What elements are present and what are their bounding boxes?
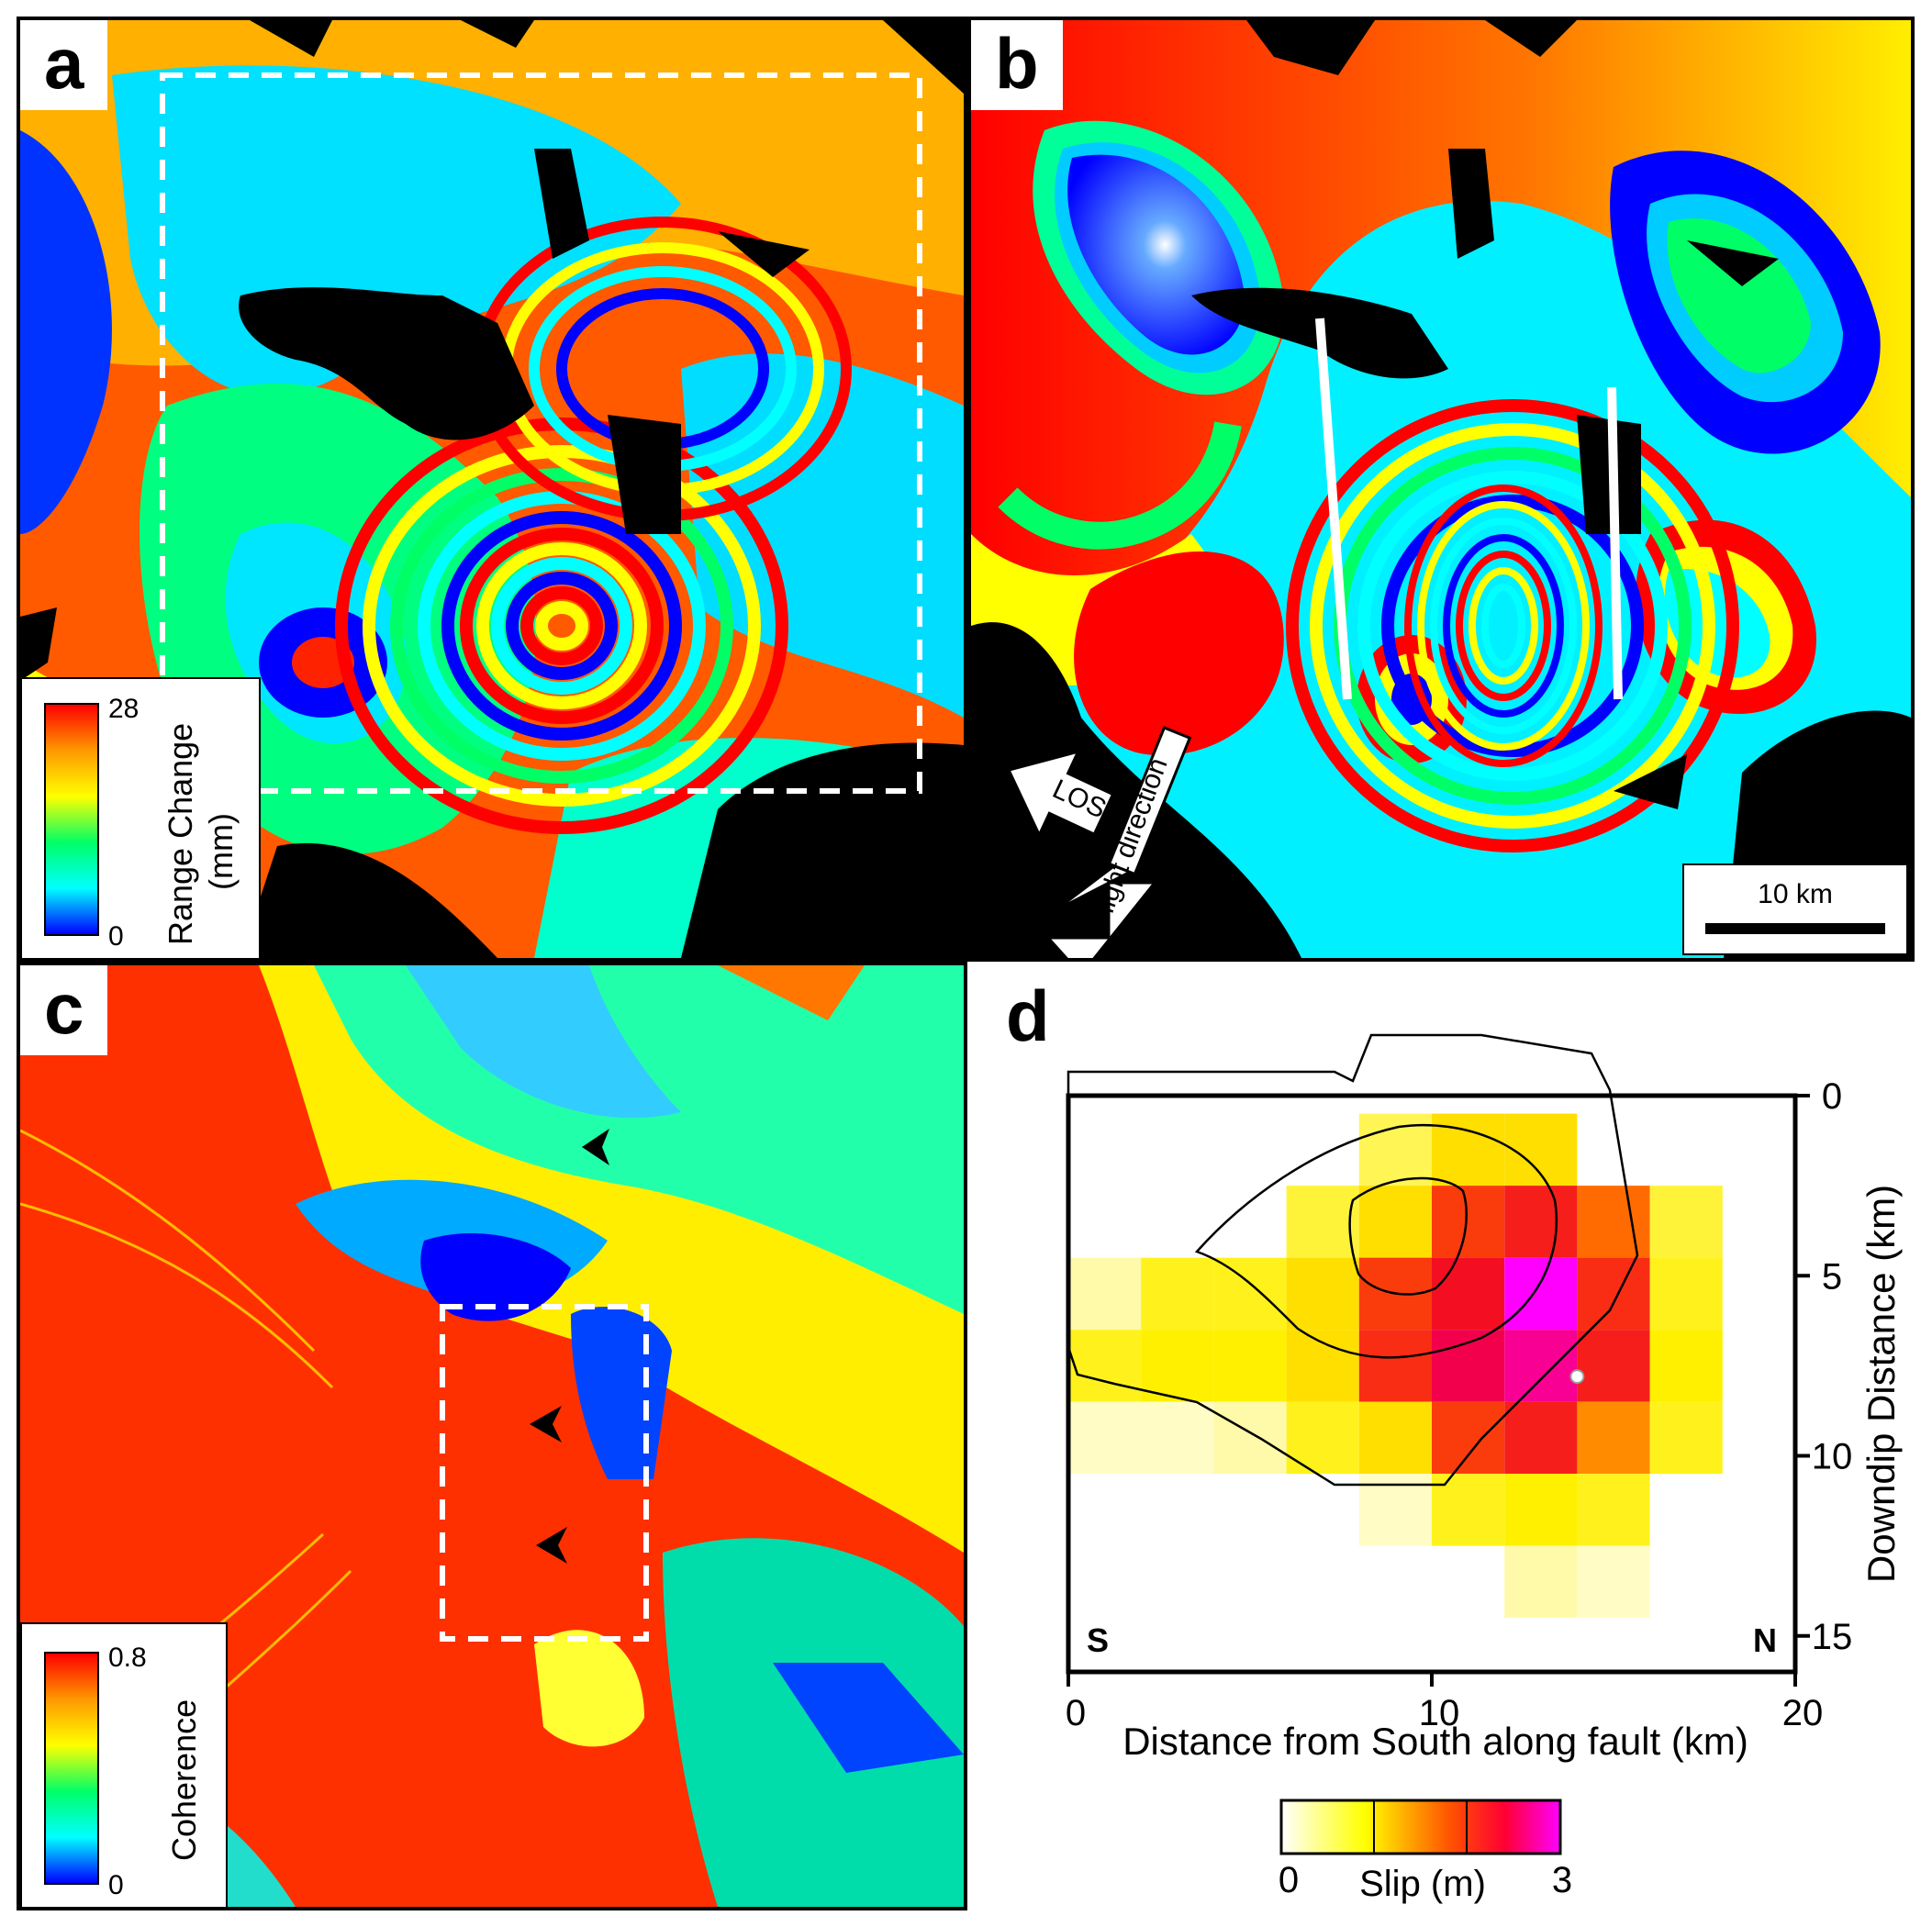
slip-cell — [1504, 1186, 1578, 1258]
panel-a-interferogram: a 28 0 Range Change (mm) — [17, 17, 967, 962]
x-tick-label: 10 — [1419, 1693, 1460, 1733]
y-tick-label: 10 — [1812, 1437, 1853, 1477]
slip-cell — [1068, 1330, 1142, 1402]
slip-cell — [1504, 1474, 1578, 1546]
panel-c-coherence: c 0.8 0 Coherence — [17, 962, 967, 1910]
slip-cell — [1213, 1257, 1287, 1331]
panel-a-image — [20, 20, 964, 958]
scalebar-label: 10 km — [1758, 879, 1833, 909]
slip-cell — [1286, 1257, 1359, 1331]
slip-cell — [1286, 1401, 1359, 1475]
coherence-min: 0 — [108, 1870, 124, 1900]
slip-cell — [1577, 1545, 1650, 1619]
slip-cell — [1649, 1330, 1723, 1402]
x-tick-label: 0 — [1066, 1693, 1086, 1733]
slip-cell — [1504, 1257, 1578, 1331]
slip-cell — [1141, 1401, 1214, 1475]
slip-cell — [1432, 1401, 1505, 1475]
y-axis-label: Downdip Distance (km) — [1859, 1185, 1903, 1583]
range-change-ramp — [44, 703, 99, 936]
slip-cell — [1504, 1330, 1578, 1402]
slip-cell — [1432, 1257, 1505, 1331]
fault-trace-right — [1607, 386, 1623, 700]
slip-contour-outer — [1067, 1033, 1639, 1487]
corner-label-n: N — [1753, 1621, 1777, 1659]
arrowhead-1 — [582, 1129, 609, 1165]
x-axis-label: Distance from South along fault (km) — [1122, 1720, 1748, 1763]
y-tick-label: 5 — [1822, 1256, 1842, 1297]
slip-cell — [1286, 1330, 1359, 1402]
slip-cell — [1432, 1330, 1505, 1402]
panel-b-label: b — [971, 20, 1063, 110]
slip-colorbar — [1279, 1799, 1562, 1855]
slip-contour-inner — [1348, 1176, 1468, 1296]
arrowhead-2 — [530, 1406, 562, 1442]
slip-cell — [1286, 1186, 1359, 1258]
slip-cell — [1649, 1401, 1723, 1475]
slip-cell — [1432, 1113, 1505, 1186]
panel-c-label: c — [20, 965, 108, 1055]
coherence-ramp — [44, 1652, 99, 1885]
slip-cell — [1504, 1545, 1578, 1619]
slip-cell — [1358, 1330, 1432, 1402]
fault-trace-left — [1315, 317, 1352, 700]
y-tick-label: 15 — [1812, 1617, 1853, 1657]
panel-d-label: d — [1006, 975, 1050, 1056]
panel-b-model: LOS Flight direction 10 km b — [967, 17, 1915, 962]
panel-d-slip: d 0 10 20 0 5 10 15 Distance from South along… — [967, 962, 1932, 1927]
slip-cell — [1577, 1401, 1650, 1475]
slip-colorbar-max: 3 — [1552, 1860, 1572, 1900]
slip-cell — [1577, 1330, 1650, 1402]
slip-cell — [1577, 1186, 1650, 1258]
slip-cell — [1213, 1330, 1287, 1402]
range-change-max: 28 — [108, 694, 140, 724]
range-change-unit: (mm) — [202, 813, 240, 890]
x-tick-label: 20 — [1782, 1693, 1824, 1733]
panel-b-image: LOS Flight direction 10 km — [971, 20, 1911, 958]
scalebar-box — [1682, 863, 1908, 955]
hypocenter-marker — [1569, 1369, 1585, 1385]
corner-label-s: S — [1087, 1621, 1109, 1659]
slip-cell — [1577, 1257, 1650, 1331]
slip-cell — [1649, 1257, 1723, 1331]
range-change-min: 0 — [108, 921, 124, 952]
slip-contour-mid — [1194, 1123, 1558, 1359]
slip-chart: 0 10 20 0 5 10 15 Distance from South along f… — [1066, 1033, 1903, 1904]
slip-cell — [1068, 1257, 1142, 1331]
arrowhead-3 — [536, 1527, 567, 1564]
slip-cell — [1358, 1186, 1432, 1258]
y-tick-label: 0 — [1822, 1076, 1842, 1117]
flight-direction-arrow — [1044, 726, 1192, 958]
panel-a-label: a — [20, 20, 108, 110]
los-arrow — [1006, 749, 1115, 839]
panel-a-colorbar: 28 0 Range Change (mm) — [20, 677, 261, 958]
slip-cell — [1068, 1401, 1142, 1475]
slip-colorbar-min: 0 — [1279, 1860, 1299, 1900]
slip-colorbar-title: Slip (m) — [1359, 1864, 1486, 1904]
slip-cell — [1358, 1401, 1432, 1475]
slip-cell — [1141, 1257, 1214, 1331]
slip-cell — [1504, 1401, 1578, 1475]
slip-cell — [1213, 1401, 1287, 1475]
slip-cell — [1432, 1186, 1505, 1258]
slip-cell — [1649, 1186, 1723, 1258]
coherence-max: 0.8 — [108, 1643, 147, 1673]
slip-cell — [1577, 1474, 1650, 1546]
slip-cell — [1141, 1330, 1214, 1402]
range-change-title: Range Change — [162, 722, 199, 945]
coherence-title: Coherence — [165, 1699, 203, 1861]
panel-c-colorbar: 0.8 0 Coherence — [20, 1622, 228, 1907]
